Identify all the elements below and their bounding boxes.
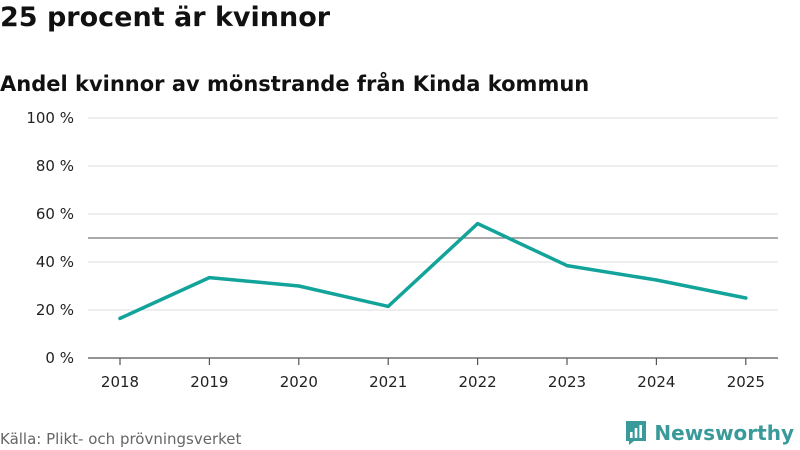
data-point	[476, 222, 480, 226]
y-tick-label: 0 %	[45, 349, 74, 367]
x-tick-label: 2023	[548, 373, 586, 391]
data-point	[386, 304, 390, 308]
x-tick-label: 2018	[101, 373, 139, 391]
chart-title: 25 procent är kvinnor	[0, 2, 331, 33]
data-point	[297, 284, 301, 288]
chart-subtitle: Andel kvinnor av mönstrande från Kinda k…	[0, 72, 590, 96]
line-chart: 0 % 20 % 40 % 60 % 80 % 100 % 2018 2019 2020 2021…	[26, 109, 778, 391]
x-tick-label: 2022	[459, 373, 497, 391]
x-tick-label: 2024	[637, 373, 675, 391]
brand-logo[interactable]: Newsworthy	[625, 420, 794, 446]
newsworthy-logo-icon	[626, 421, 647, 445]
data-point	[744, 296, 748, 300]
x-tick-label: 2019	[190, 373, 228, 391]
y-tick-label: 60 %	[36, 205, 74, 223]
x-tick-label: 2021	[369, 373, 407, 391]
x-tick-label: 2020	[280, 373, 318, 391]
data-point	[207, 276, 211, 280]
data-point	[565, 264, 569, 268]
data-point	[654, 278, 659, 282]
source-note: Källa: Plikt- och prövningsverket	[0, 430, 242, 448]
series-line	[118, 221, 748, 321]
y-tick-label: 40 %	[36, 253, 74, 271]
y-tick-label: 20 %	[36, 301, 74, 319]
y-tick-label: 100 %	[26, 109, 74, 127]
x-tick-label: 2025	[727, 373, 765, 391]
y-tick-label: 80 %	[36, 157, 74, 175]
data-point	[118, 316, 122, 320]
brand-name: Newsworthy	[654, 421, 794, 445]
